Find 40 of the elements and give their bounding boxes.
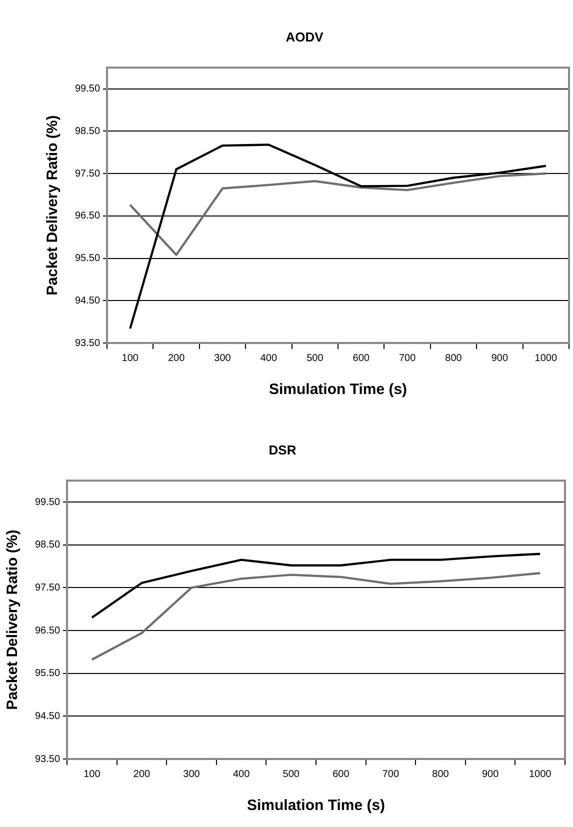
x-tick-label: 800 <box>432 768 450 780</box>
y-tick-label: 99.50 <box>34 496 60 508</box>
y-tick-label: 99.50 <box>74 84 100 95</box>
x-tick-label: 900 <box>491 352 508 364</box>
x-tick-label: 1000 <box>528 768 552 780</box>
x-tick-label: 100 <box>84 768 101 780</box>
y-axis-title: Packet Delivery Ratio (%) <box>44 115 62 296</box>
y-tick-label: 95.50 <box>74 253 100 264</box>
y-tick-label: 95.50 <box>34 668 60 680</box>
chart-title: AODV <box>286 29 324 44</box>
y-tick-label: 93.50 <box>74 338 100 349</box>
x-tick-label: 200 <box>168 352 186 364</box>
y-tick-label: 96.50 <box>34 625 60 636</box>
x-tick-label: 500 <box>306 352 324 364</box>
x-tick-label: 400 <box>260 352 278 364</box>
y-tick-label: 93.50 <box>34 754 60 765</box>
y-tick-label: 97.50 <box>34 582 60 594</box>
y-tick-label: 96.50 <box>74 210 100 222</box>
x-axis-title: Simulation Time (s) <box>268 381 408 398</box>
y-tick-label: 94.50 <box>34 710 60 722</box>
x-tick-label: 700 <box>382 768 400 780</box>
x-tick-label: 300 <box>214 352 232 364</box>
chart-title: DSR <box>268 442 297 458</box>
y-tick-label: 94.50 <box>74 295 100 306</box>
y-tick-label: 98.50 <box>74 126 100 137</box>
x-tick-label: 600 <box>352 352 370 364</box>
x-tick-label: 100 <box>122 352 139 364</box>
x-tick-label: 500 <box>282 768 300 780</box>
y-axis-title: Packet Delivery Ratio (%) <box>4 530 22 710</box>
x-tick-label: 300 <box>183 768 200 780</box>
x-tick-label: 400 <box>232 768 250 780</box>
x-tick-label: 600 <box>332 768 350 780</box>
x-tick-label: 800 <box>445 352 462 364</box>
x-tick-label: 700 <box>398 352 416 364</box>
x-tick-label: 200 <box>133 768 150 780</box>
x-tick-label: 900 <box>482 768 500 780</box>
x-tick-label: 1000 <box>534 352 558 364</box>
x-axis-title: Simulation Time (s) <box>246 797 386 814</box>
y-tick-label: 97.50 <box>74 168 100 180</box>
y-tick-label: 98.50 <box>34 540 60 551</box>
